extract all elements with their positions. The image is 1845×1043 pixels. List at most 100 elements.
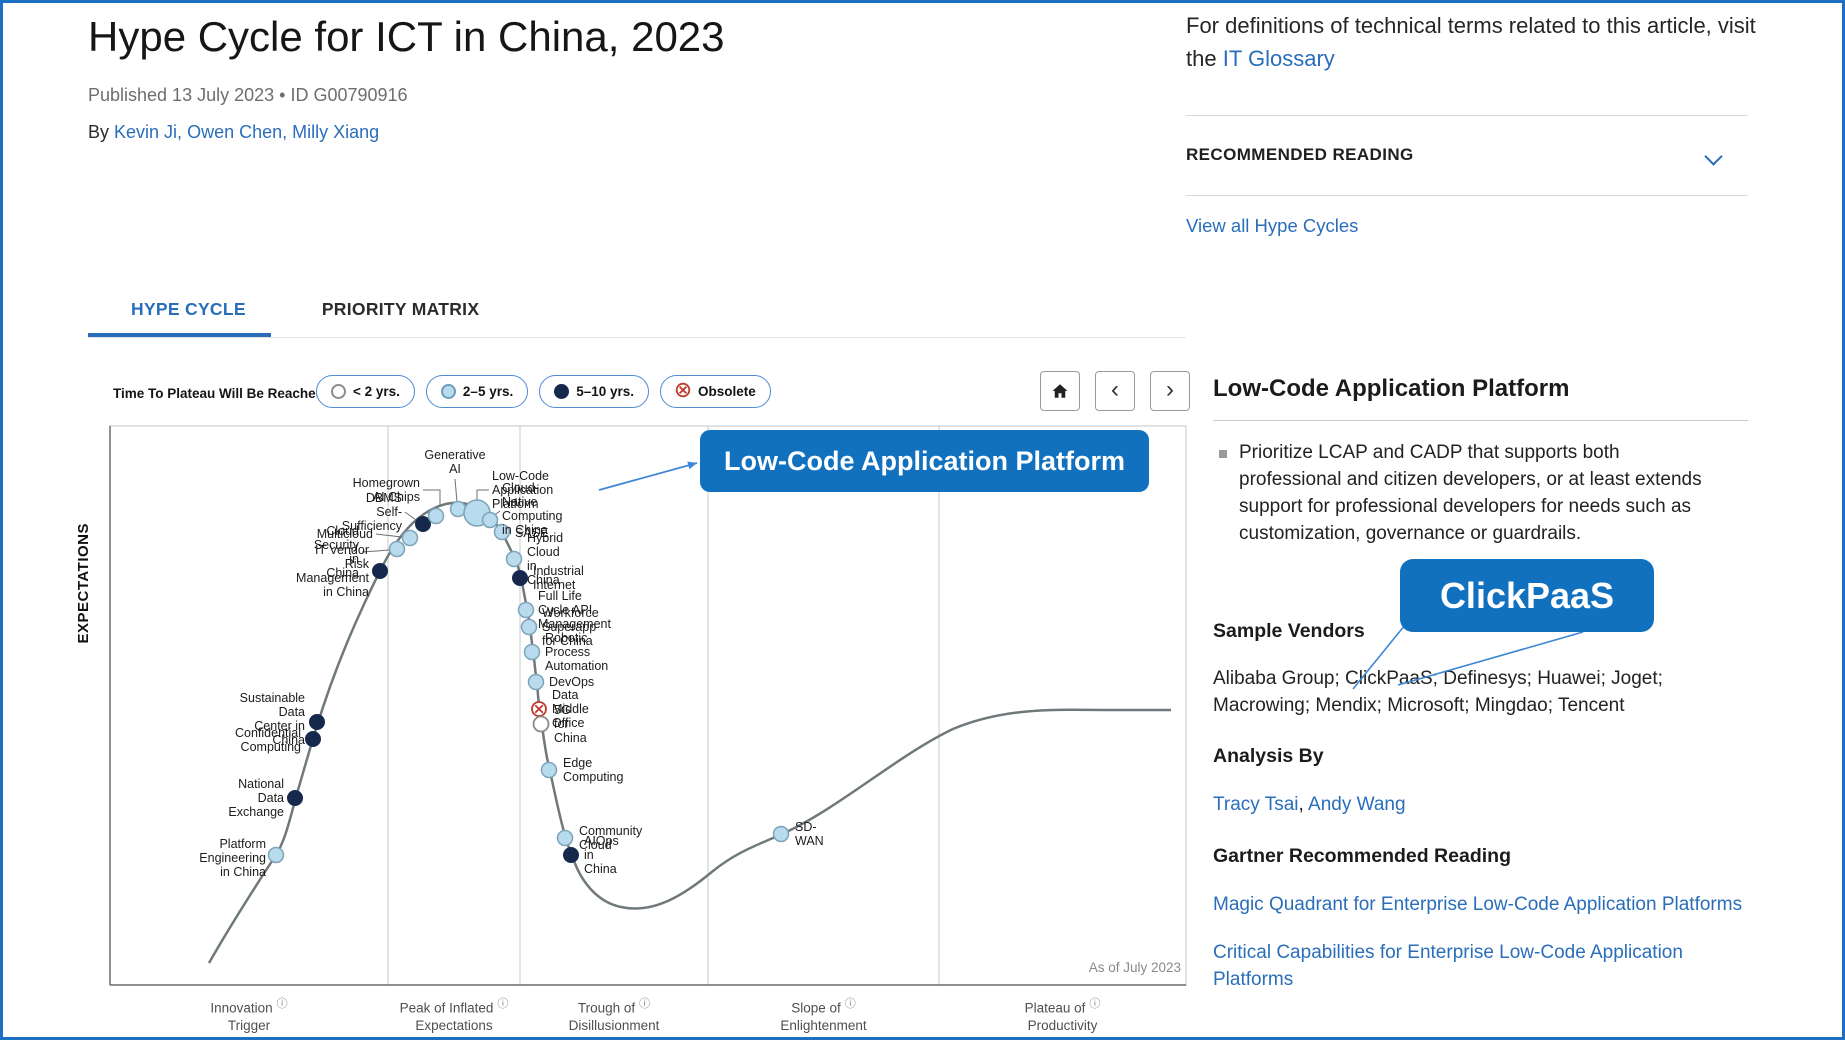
point-aiops-in-china[interactable] — [563, 847, 579, 863]
chevron-down-icon[interactable] — [1704, 147, 1723, 166]
tab-priority-matrix[interactable]: PRIORITY MATRIX — [321, 299, 480, 319]
point-robotic-process-automation[interactable] — [523, 643, 541, 661]
link-tracy-tsai[interactable]: Tracy Tsai — [1213, 794, 1299, 815]
label-workforce-superapp-for-china[interactable]: Workforce Superapp for China — [542, 606, 599, 648]
next-button[interactable]: › — [1150, 371, 1190, 411]
phase-slope-of-enlightenment: Slope of ⓘ Enlightenment — [739, 996, 909, 1035]
legend-pill-5-10-yrs[interactable]: 5–10 yrs. — [539, 375, 650, 408]
glossary-text: For definitions of technical terms relat… — [1186, 13, 1756, 71]
tab-hype-cycle[interactable]: HYPE CYCLE — [131, 299, 246, 319]
label-industrial-internet[interactable]: Industrial Internet — [533, 564, 584, 592]
label-hybrid-cloud-in-china[interactable]: Hybrid Cloud in China — [527, 531, 564, 587]
point-data-middle-office[interactable] — [531, 701, 547, 717]
prev-button[interactable]: ‹ — [1095, 371, 1135, 411]
callout-arrowhead — [687, 461, 697, 470]
reading-links: Magic Quadrant for Enterprise Low-Code A… — [1213, 891, 1758, 1014]
point-multicloud[interactable] — [401, 529, 419, 547]
y-axis-label: EXPECTATIONS — [75, 523, 92, 644]
legend-marker — [440, 384, 456, 399]
link-owen-chen[interactable]: Owen Chen — [187, 122, 283, 142]
label-5g-for-china[interactable]: 5G for China — [554, 703, 587, 745]
label-sd-wan[interactable]: SD-WAN — [795, 820, 824, 848]
label-confidential-computing[interactable]: Confidential Computing — [234, 726, 301, 754]
label-dbms-self-sufficiency[interactable]: DBMS Self-Sufficiency — [341, 491, 402, 533]
chevron-right-icon: › — [1166, 375, 1174, 403]
point-sustainable-data-center-in-china[interactable] — [309, 714, 325, 730]
label-generative-ai[interactable]: Generative AI — [424, 448, 486, 476]
panel-bullet-text: Prioritize LCAP and CADP that supports b… — [1239, 442, 1702, 544]
divider — [1186, 195, 1748, 196]
label-low-code-application-platform[interactable]: Low-Code Application Platform — [492, 469, 554, 511]
view-all-hype-cycles-link[interactable]: View all Hype Cycles — [1186, 215, 1359, 236]
phase-trough-of-disillusionment: Trough of ⓘ Disillusionment — [529, 996, 699, 1035]
recommended-reading-header[interactable]: RECOMMENDED READING — [1186, 145, 1414, 164]
label-data-middle-office[interactable]: Data Middle Office — [552, 688, 589, 730]
link-kevin-ji[interactable]: Kevin Ji — [114, 122, 178, 142]
sample-vendors-list: Alibaba Group; ClickPaaS; Definesys; Hua… — [1213, 668, 1663, 716]
point-confidential-computing[interactable] — [305, 731, 321, 747]
phase-plateau-of-productivity: Plateau of ⓘ Productivity — [978, 996, 1148, 1035]
reading-link-critical-capabilities-for-enterprise-low[interactable]: Critical Capabilities for Enterprise Low… — [1213, 942, 1683, 990]
point-low-code-application-platform[interactable] — [463, 499, 491, 527]
obsolete-icon — [675, 382, 691, 398]
point-hybrid-cloud-in-china[interactable] — [505, 550, 523, 568]
info-icon[interactable]: ⓘ — [1089, 998, 1101, 1010]
label-sustainable-data-center-in-china[interactable]: Sustainable Data Center in China — [239, 691, 305, 747]
point-5g-for-china[interactable] — [532, 715, 550, 733]
legend-pill-2-yrs[interactable]: < 2 yrs. — [316, 375, 415, 408]
it-glossary-link[interactable]: IT Glossary — [1222, 46, 1335, 71]
point-national-data-exchange[interactable] — [287, 790, 303, 806]
point-generative-ai[interactable] — [449, 500, 467, 518]
label-multicloud[interactable]: Multicloud — [316, 527, 373, 541]
label-it-vendor-risk-management-in-china[interactable]: IT Vendor Risk Management in China — [296, 543, 370, 599]
leader-line — [404, 511, 417, 521]
divider — [1213, 420, 1748, 421]
link-andy-wang[interactable]: Andy Wang — [1308, 794, 1406, 815]
label-edge-computing[interactable]: Edge Computing — [563, 756, 624, 784]
point-industrial-internet[interactable] — [512, 570, 528, 586]
point-cloud-security-in-china[interactable] — [388, 540, 406, 558]
label-full-life-cycle-api-management[interactable]: Full Life Cycle API Management — [538, 589, 611, 631]
point-full-life-cycle-api-management[interactable] — [517, 601, 535, 619]
link-milly-xiang[interactable]: Milly Xiang — [292, 122, 380, 142]
info-icon[interactable]: ⓘ — [844, 998, 856, 1010]
info-icon[interactable]: ⓘ — [276, 998, 288, 1010]
label-sase[interactable]: SASE — [515, 526, 549, 540]
label-homegrown-ai-chips[interactable]: Homegrown AI Chips — [352, 476, 420, 504]
point-devops[interactable] — [527, 673, 545, 691]
point-sd-wan[interactable] — [772, 825, 790, 843]
point-dbms-self-sufficiency[interactable] — [415, 516, 431, 532]
point-community-cloud[interactable] — [556, 829, 574, 847]
gartner-recommended-reading-heading: Gartner Recommended Reading — [1213, 845, 1511, 867]
byline-authors: Kevin Ji, Owen Chen, Milly Xiang — [114, 122, 379, 142]
obsolete-x — [534, 704, 544, 714]
label-national-data-exchange[interactable]: National Data Exchange — [228, 777, 285, 819]
phase-innovation-trigger: Innovation ⓘ Trigger — [164, 996, 334, 1035]
legend-pill-label: < 2 yrs. — [353, 384, 400, 399]
point-platform-engineering-in-china[interactable] — [267, 846, 285, 864]
point-it-vendor-risk-management-in-china[interactable] — [372, 563, 388, 579]
legend-pill-2-5-yrs[interactable]: 2–5 yrs. — [425, 375, 529, 408]
divider — [1186, 115, 1748, 116]
label-robotic-process-automation[interactable]: Robotic Process Automation — [545, 631, 609, 673]
label-platform-engineering-in-china[interactable]: Platform Engineering in China — [199, 837, 266, 879]
point-homegrown-ai-chips[interactable] — [427, 507, 445, 525]
callout-low-code-application-platform[interactable]: Low-Code Application Platform — [700, 430, 1149, 492]
phase-peak-of-inflated-expectations: Peak of Inflated ⓘ Expectations — [369, 996, 539, 1035]
reading-link-magic-quadrant-for-enterprise-low-code-a[interactable]: Magic Quadrant for Enterprise Low-Code A… — [1213, 894, 1743, 915]
info-icon[interactable]: ⓘ — [497, 998, 509, 1010]
tabs: HYPE CYCLE PRIORITY MATRIX — [88, 299, 479, 320]
point-cloud-native-computing-in-china[interactable] — [481, 511, 499, 529]
legend-pill-obsolete[interactable]: Obsolete — [660, 375, 771, 408]
byline-prefix: By — [88, 122, 115, 142]
label-cloud-security-in-china[interactable]: Cloud Security in China — [313, 524, 359, 580]
label-aiops-in-china[interactable]: AIOps in China — [584, 834, 619, 876]
point-workforce-superapp-for-china[interactable] — [520, 618, 538, 636]
callout-clickpaas[interactable]: ClickPaaS — [1400, 559, 1654, 632]
info-icon[interactable]: ⓘ — [639, 998, 651, 1010]
label-cloud-native-computing-in-china[interactable]: Cloud-Native Computing in China — [502, 481, 563, 537]
home-button[interactable] — [1040, 371, 1080, 411]
label-devops[interactable]: DevOps — [549, 675, 595, 689]
point-edge-computing[interactable] — [540, 761, 558, 779]
label-community-cloud[interactable]: Community Cloud — [579, 824, 643, 852]
